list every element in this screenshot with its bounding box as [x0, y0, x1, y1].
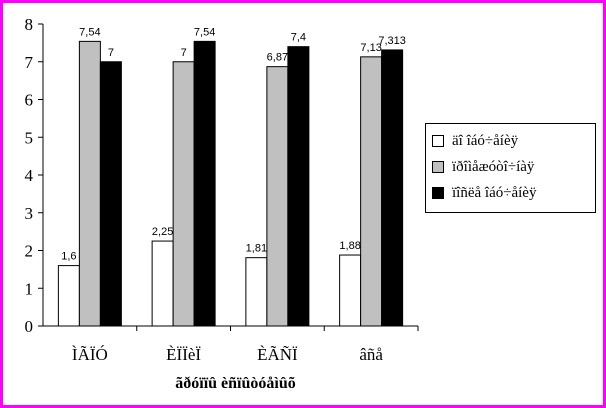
- x-axis-title: ãðóïïû èñïûòóåìûõ: [175, 375, 295, 392]
- data-label: 7: [108, 47, 114, 59]
- legend-swatch-intermediate: [432, 161, 444, 173]
- data-label: 7,54: [194, 26, 215, 38]
- x-category-label: ÈÃÑÏ: [257, 345, 298, 364]
- x-category-label: âñå: [359, 345, 383, 364]
- legend-item-after: ïîñëå îáó÷åíèÿ: [432, 180, 595, 206]
- data-label: 7,54: [79, 26, 100, 38]
- y-tick-label: 4: [25, 166, 34, 185]
- y-tick-label: 0: [25, 317, 34, 336]
- bar: [193, 40, 216, 327]
- data-label: 6,87: [267, 52, 288, 64]
- bar: [78, 40, 101, 327]
- legend-swatch-after: [432, 187, 444, 199]
- bar: [99, 61, 122, 327]
- legend-swatch-before: [432, 135, 444, 147]
- x-category-label: ÈÏÏèÏ: [166, 345, 201, 364]
- data-label: 7: [181, 47, 187, 59]
- legend-label-after: ïîñëå îáó÷åíèÿ: [452, 184, 537, 201]
- legend-label-before: äî îáó÷åíèÿ: [452, 132, 519, 149]
- bar-chart: 0 1 2 3 4 5 6 7 8 1,6 7,54 7 ÌÃÏÓ 2,25 7 7,54 ÈÏÏèÏ 1,81 6…: [25, 15, 419, 392]
- data-label: 2,25: [152, 226, 173, 238]
- bar: [57, 265, 80, 327]
- bar: [360, 56, 383, 327]
- bar: [151, 240, 174, 327]
- y-tick-label: 7: [25, 53, 34, 72]
- y-tick-label: 5: [25, 128, 34, 147]
- y-tick-label: 8: [25, 15, 34, 34]
- y-tick-label: 1: [25, 279, 34, 298]
- bar: [266, 66, 289, 327]
- y-tick-label: 3: [25, 204, 34, 223]
- legend-item-before: äî îáó÷åíèÿ: [432, 128, 595, 154]
- data-label: 7,313: [378, 35, 406, 47]
- data-label: 7,4: [291, 32, 306, 44]
- data-label: 7,13: [360, 42, 381, 54]
- bar: [381, 49, 404, 327]
- legend: äî îáó÷åíèÿ ïðîìåæóòî÷íàÿ ïîñëå îáó÷åíèÿ: [425, 123, 596, 213]
- data-label: 1,6: [61, 251, 76, 263]
- bar: [339, 254, 362, 327]
- data-label: 1,88: [339, 240, 360, 252]
- y-tick-label: 6: [25, 91, 34, 110]
- bar: [287, 46, 310, 327]
- legend-item-intermediate: ïðîìåæóòî÷íàÿ: [432, 154, 595, 180]
- legend-label-intermediate: ïðîìåæóòî÷íàÿ: [452, 158, 535, 175]
- bar: [172, 61, 195, 327]
- bar: [245, 257, 268, 327]
- data-label: 1,81: [246, 243, 267, 255]
- y-tick-label: 2: [25, 242, 34, 261]
- x-category-label: ÌÃÏÓ: [72, 345, 108, 364]
